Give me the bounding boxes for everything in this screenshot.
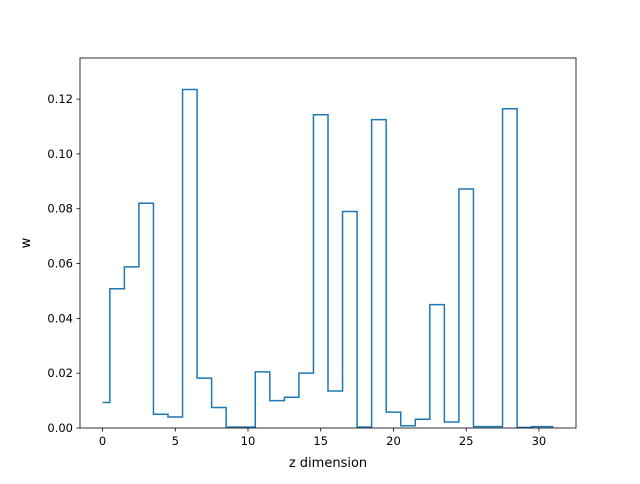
x-tick-label: 20 (386, 434, 401, 448)
y-tick-label: 0.06 (47, 257, 73, 271)
y-tick-label: 0.12 (47, 92, 73, 106)
x-axis-label: z dimension (289, 456, 367, 471)
x-tick-label: 15 (313, 434, 328, 448)
y-tick-label: 0.02 (47, 366, 73, 380)
x-tick-label: 10 (241, 434, 256, 448)
x-tick-label: 0 (99, 434, 106, 448)
y-tick-label: 0.08 (47, 202, 73, 216)
y-axis-ticks: 0.00 0.02 0.04 0.06 0.08 0.10 0.12 (47, 92, 80, 435)
series-layer (102, 88, 554, 429)
y-tick-label: 0.04 (47, 311, 73, 325)
x-tick-label: 30 (532, 434, 547, 448)
y-tick-label: 0.00 (47, 421, 73, 435)
y-tick-label: 0.10 (47, 147, 73, 161)
plot-frame (79, 57, 577, 429)
x-axis-ticks: 0 5 10 15 20 25 30 (99, 428, 546, 448)
x-tick-label: 5 (172, 434, 179, 448)
series-line-0 (102, 88, 554, 429)
x-tick-label: 25 (459, 434, 474, 448)
y-axis-label: w (19, 237, 34, 248)
